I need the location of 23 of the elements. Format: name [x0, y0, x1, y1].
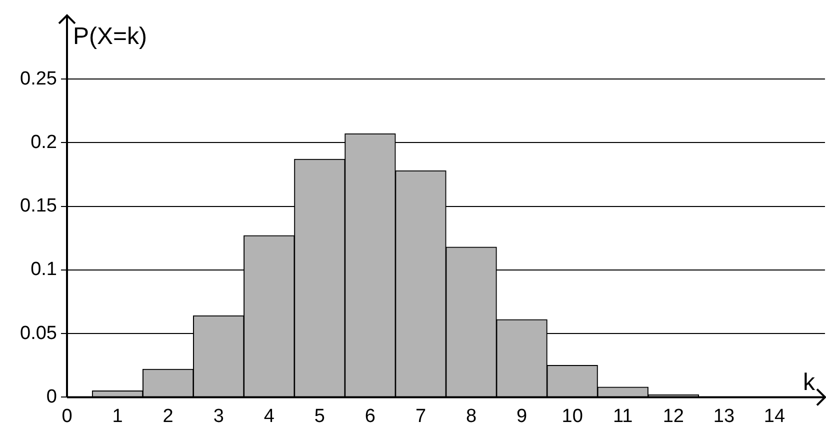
x-tick-label: 9 [516, 406, 528, 427]
x-tick-label: 4 [264, 406, 275, 427]
x-tick-label: 1 [112, 406, 123, 427]
x-tick-label: 0 [62, 406, 72, 427]
y-tick-label: 0.2 [30, 132, 57, 153]
x-axis-title: k [803, 368, 816, 396]
x-tick-label: 3 [213, 406, 224, 427]
y-axis-title: P(X=k) [73, 23, 148, 50]
y-tick-label: 0 [46, 386, 57, 408]
x-tick-label: 10 [562, 406, 583, 427]
x-tick-label: 2 [162, 406, 174, 427]
x-tick-label: 7 [415, 406, 426, 427]
x-tick-label: 14 [764, 406, 786, 427]
y-tick-label: 0.05 [20, 322, 57, 344]
x-tick-label: 6 [364, 406, 376, 427]
x-tick-label: 5 [314, 406, 325, 427]
y-tick-label: 0.1 [30, 259, 57, 280]
x-tick-label: 8 [466, 406, 477, 427]
x-tick-label: 12 [662, 406, 684, 427]
y-tick-label: 0.15 [20, 196, 57, 217]
x-tick-label: 11 [613, 406, 633, 427]
y-tick-label: 0.25 [20, 68, 57, 90]
x-tick-label: 13 [713, 406, 735, 427]
